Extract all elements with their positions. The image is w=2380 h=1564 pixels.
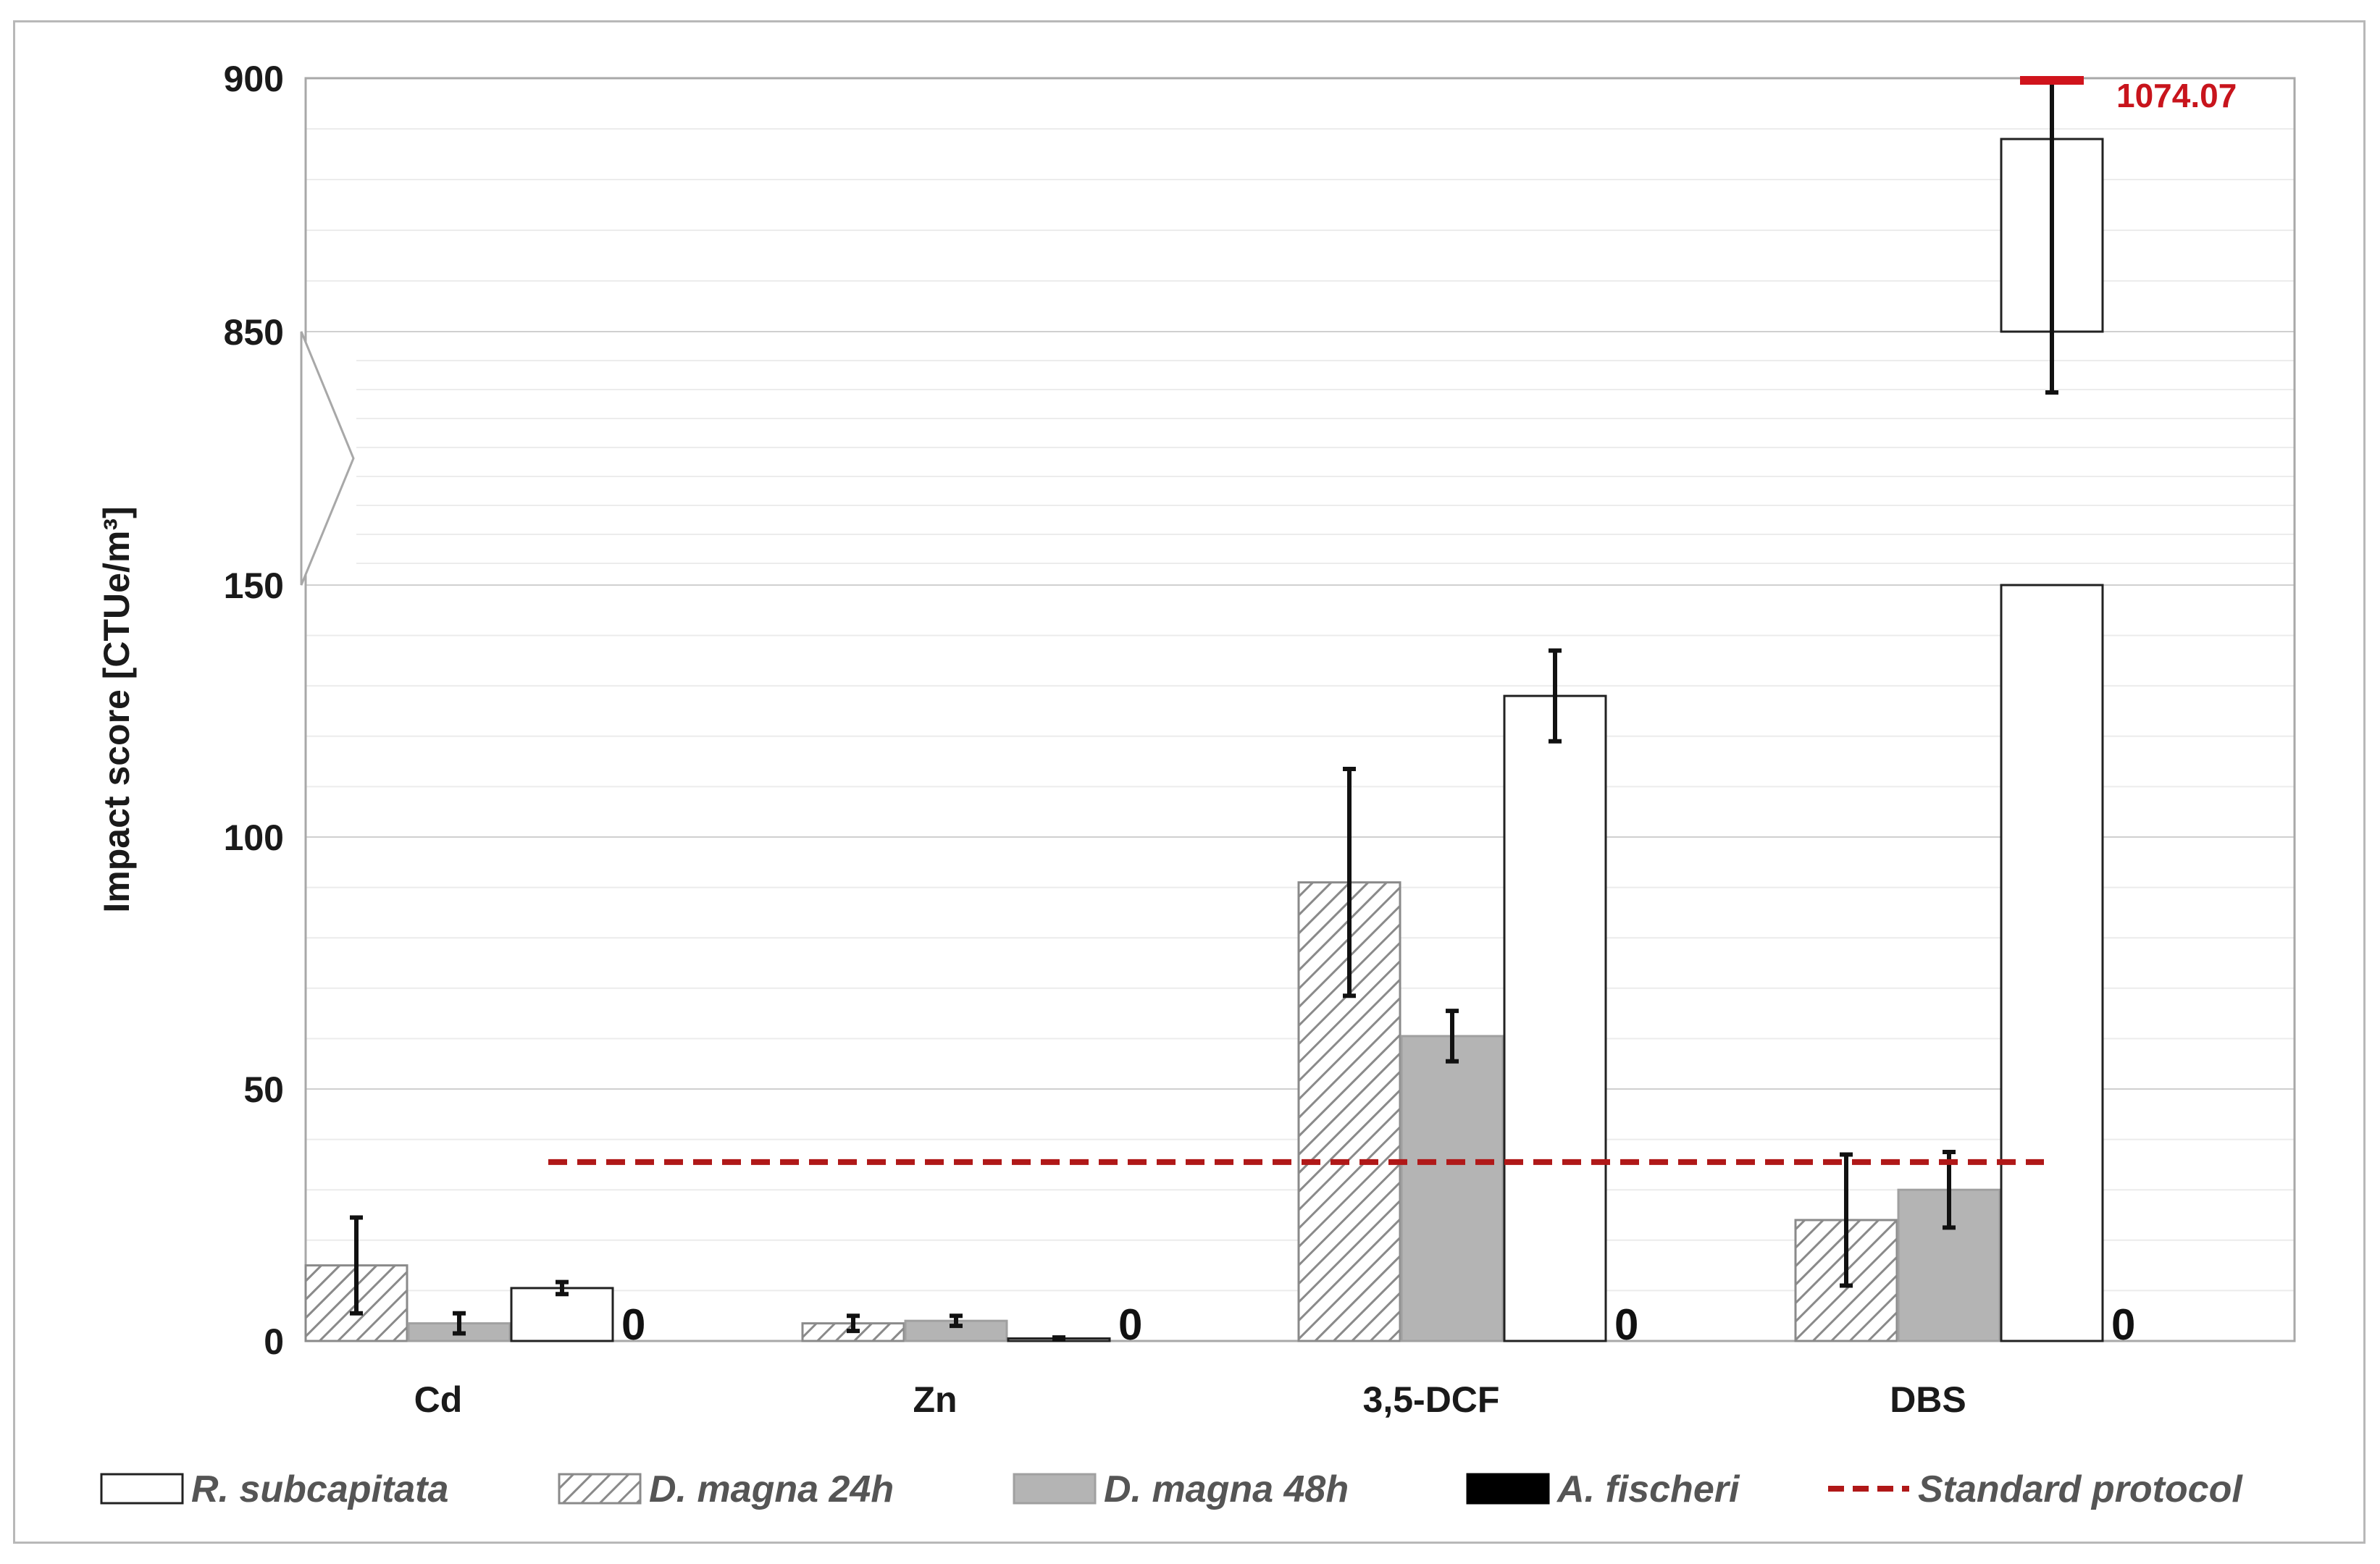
y-tick-label: 100 [224, 817, 284, 858]
a-fischeri-zero-label: 0 [1614, 1300, 1638, 1349]
legend-label: Standard protocol [1918, 1468, 2243, 1510]
legend-entry: D. magna 24h [558, 1468, 894, 1510]
axis-break-zigzag [300, 331, 355, 586]
x-category-label: 3,5-DCF [1363, 1379, 1500, 1420]
bar [1400, 1035, 1504, 1342]
legend-swatch [558, 1473, 642, 1505]
legend-entry: R. subcapitata [100, 1468, 448, 1510]
legend-label: A. fischeri [1556, 1468, 1740, 1510]
a-fischeri-zero-label: 0 [2111, 1300, 2135, 1349]
error-bars [350, 76, 2058, 1342]
y-tick-label: 50 [243, 1069, 284, 1110]
x-category-label: DBS [1890, 1379, 1966, 1420]
legend: R. subcapitata D. magna 24h D. magna 48h A.… [100, 1468, 2243, 1510]
legend-entry: Standard protocol [1828, 1468, 2243, 1510]
x-axis-categories: Cd Zn 3,5-DCF DBS [414, 1379, 1966, 1420]
y-tick-label: 900 [224, 59, 284, 99]
y-tick-label: 0 [264, 1321, 284, 1362]
legend-swatch [100, 1473, 184, 1505]
legend-swatch [1013, 1473, 1097, 1505]
x-category-label: Zn [913, 1379, 957, 1420]
legend-label: D. magna 48h [1104, 1468, 1349, 1510]
bar [510, 1287, 614, 1342]
legend-entry: A. fischeri [1466, 1468, 1740, 1510]
axis-break-marker [300, 331, 355, 586]
clipped-value-annotation: 1074.07 [2116, 77, 2237, 114]
y-axis-ticks: 0 50 100 150 850 900 [224, 59, 284, 1362]
bar [2000, 584, 2104, 1342]
y-tick-label: 850 [224, 312, 284, 353]
y-tick-label: 150 [224, 566, 284, 606]
legend-entry: D. magna 48h [1013, 1468, 1349, 1510]
y-axis-label: Impact score [CTUe/m³] [96, 506, 137, 912]
legend-swatch [1466, 1473, 1550, 1505]
annotation-group: 1074.07 [2020, 76, 2237, 114]
zero-labels: 0 0 0 0 [621, 1300, 2135, 1349]
a-fischeri-zero-label: 0 [1118, 1300, 1142, 1349]
legend-label: R. subcapitata [191, 1468, 448, 1510]
legend-label: D. magna 24h [649, 1468, 894, 1510]
x-category-label: Cd [414, 1379, 463, 1420]
bar [1503, 694, 1607, 1342]
a-fischeri-zero-label: 0 [621, 1300, 645, 1349]
